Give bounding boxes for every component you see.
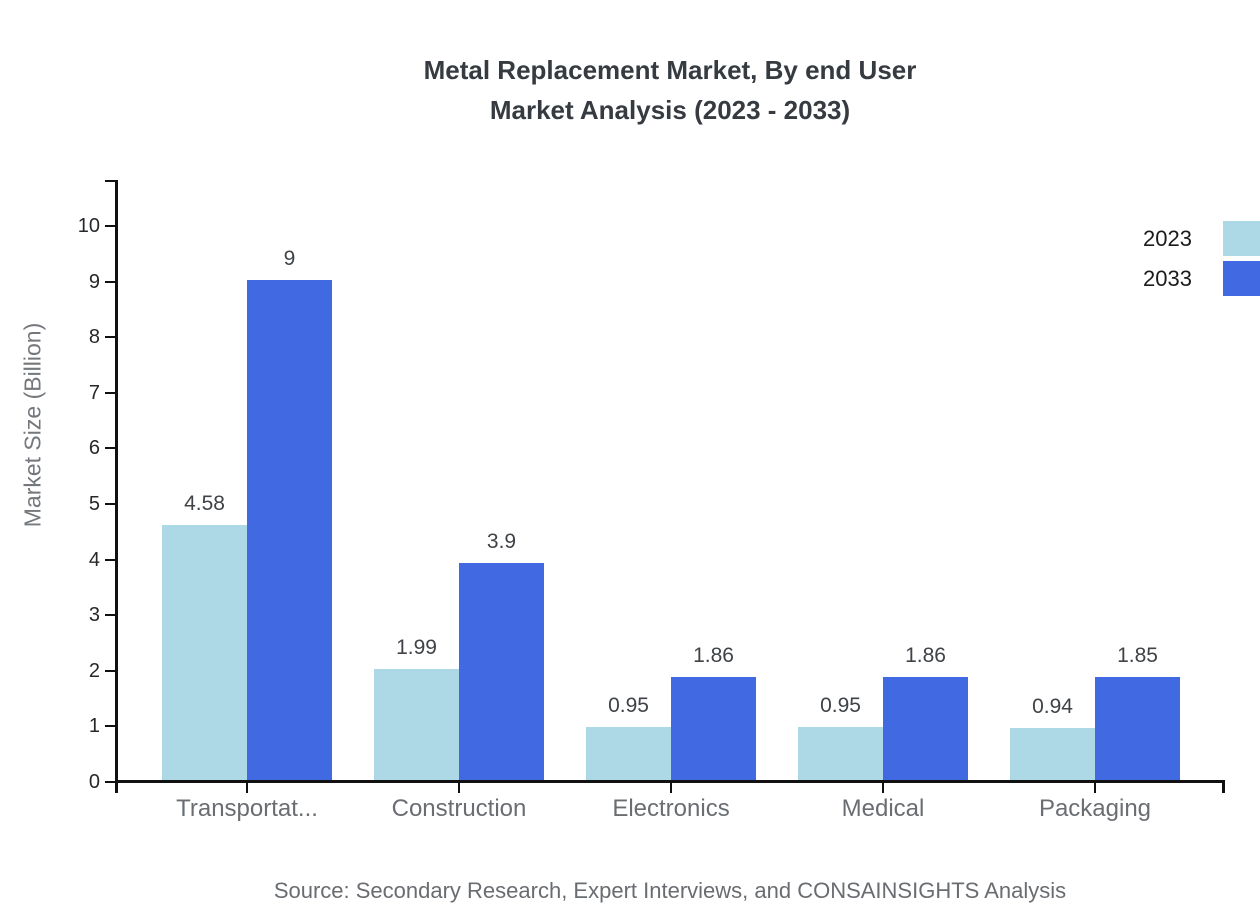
- category-label: Construction: [391, 795, 527, 822]
- y-tick: [105, 280, 115, 283]
- y-tick-label: 10: [77, 215, 100, 237]
- x-tick: [670, 783, 672, 793]
- value-label: 3.9: [486, 530, 517, 554]
- legend-label-2023: 2023: [1143, 226, 1192, 251]
- x-tick: [458, 783, 460, 793]
- value-label: 1.85: [1117, 644, 1158, 668]
- legend-swatch-2033: [1223, 261, 1260, 296]
- legend-swatch-2023: [1223, 221, 1260, 256]
- bar-2033: [247, 279, 332, 780]
- bar-2023: [1010, 727, 1095, 780]
- y-tick-label: 4: [88, 548, 100, 571]
- y-tick-label: 9: [88, 270, 100, 293]
- bar-2023: [374, 669, 459, 780]
- y-tick-label: 3: [88, 604, 100, 627]
- y-tick-label: 0: [88, 771, 100, 793]
- x-tick: [1094, 783, 1096, 793]
- chart-title: Metal Replacement Market, By end User Ma…: [423, 55, 917, 125]
- legend-label-2033: 2033: [1143, 266, 1192, 291]
- y-tick: [105, 781, 115, 783]
- category-label: Medical: [841, 795, 925, 822]
- y-tick: [105, 558, 115, 561]
- x-tick: [246, 783, 248, 793]
- y-tick: [105, 614, 115, 617]
- y-tick: [105, 503, 115, 505]
- y-axis-cap-tick: [105, 180, 115, 182]
- y-tick-label: 5: [88, 493, 100, 515]
- bar-2023: [586, 727, 671, 780]
- value-label: 1.99: [396, 636, 437, 660]
- y-axis-line: [115, 180, 118, 793]
- x-axis-cap-tick: [1222, 783, 1225, 793]
- source-note: Source: Secondary Research, Expert Inter…: [273, 878, 1067, 903]
- value-label: 4.58: [184, 492, 225, 516]
- x-axis-line: [115, 780, 1225, 783]
- y-tick: [105, 225, 115, 227]
- bar-2033: [459, 563, 544, 780]
- category-label: Transportat...: [176, 795, 318, 822]
- y-tick-label: 1: [88, 715, 100, 738]
- y-tick-label: 8: [88, 326, 100, 349]
- y-tick-label: 6: [88, 437, 100, 460]
- value-label: 1.86: [905, 643, 946, 667]
- y-tick: [105, 447, 115, 450]
- value-label: 0.95: [820, 694, 861, 718]
- y-tick: [105, 669, 115, 672]
- value-label: 0.95: [608, 694, 649, 718]
- y-tick: [105, 725, 115, 728]
- bar-2033: [1095, 677, 1180, 780]
- value-label: 9: [283, 246, 296, 270]
- y-tick-label: 7: [88, 381, 100, 404]
- bar-2023: [162, 525, 247, 780]
- bar-2033: [671, 676, 756, 780]
- y-tick: [105, 391, 115, 394]
- y-tick-label: 2: [88, 659, 100, 682]
- bar-2033: [883, 676, 968, 780]
- value-label: 0.94: [1032, 694, 1073, 718]
- x-tick: [882, 783, 884, 793]
- value-label: 1.86: [693, 643, 734, 667]
- category-label: Electronics: [612, 795, 730, 822]
- category-label: Packaging: [1038, 795, 1152, 822]
- y-tick: [105, 336, 115, 339]
- bar-2023: [798, 727, 883, 780]
